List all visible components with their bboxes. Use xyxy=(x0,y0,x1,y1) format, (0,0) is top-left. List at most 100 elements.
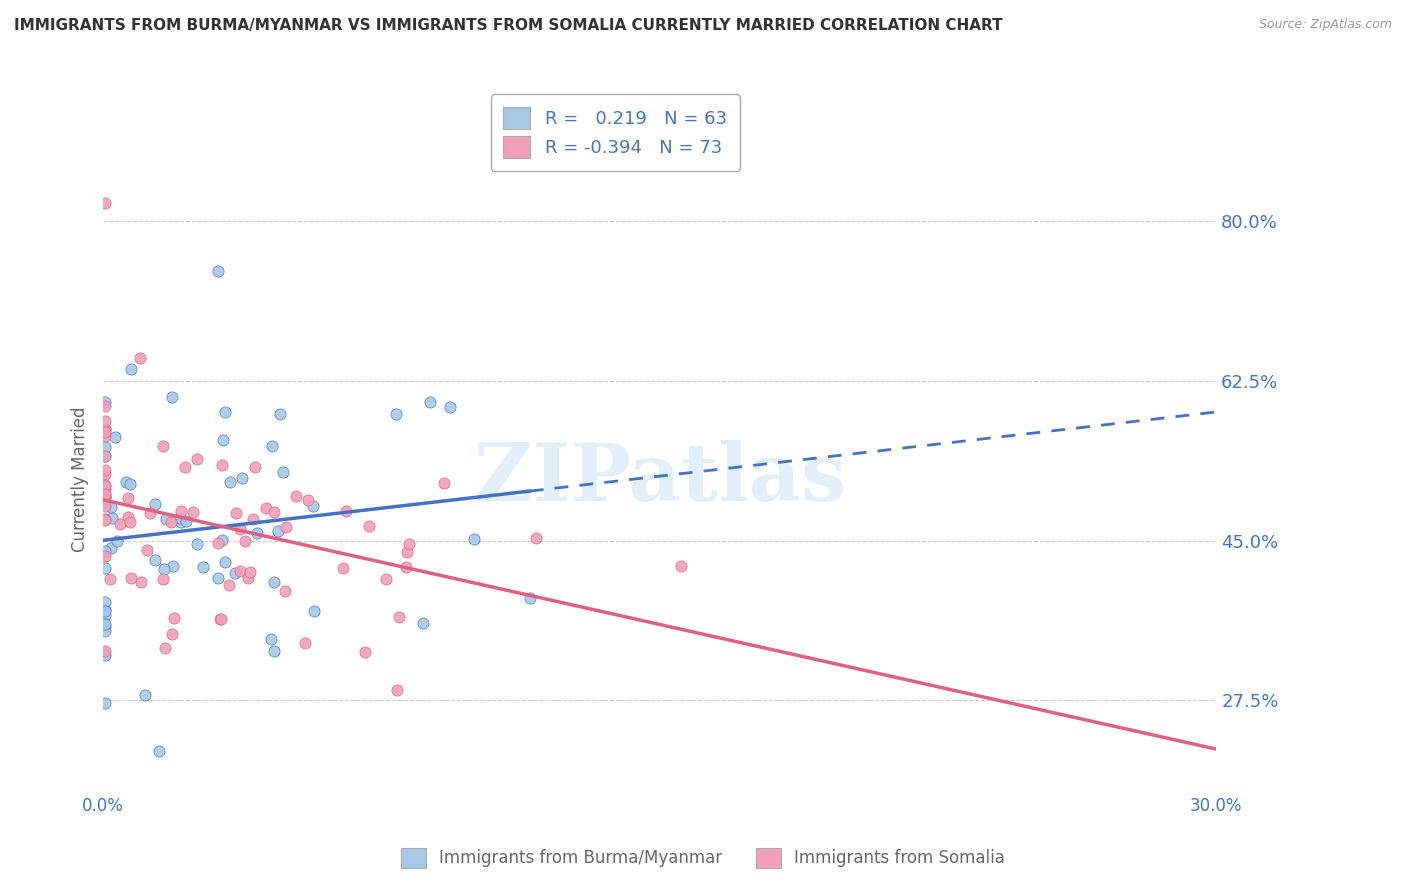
Point xyxy=(354,645,377,659)
Point xyxy=(254,501,277,516)
Point xyxy=(94,449,117,463)
Point xyxy=(524,532,547,546)
Point xyxy=(162,627,184,641)
Point xyxy=(263,574,285,589)
Point xyxy=(267,524,290,539)
Point xyxy=(375,572,398,586)
Point xyxy=(100,500,122,515)
Point xyxy=(207,535,229,549)
Point xyxy=(395,545,418,559)
Point xyxy=(94,425,117,440)
Point xyxy=(263,505,285,519)
Point xyxy=(239,566,262,580)
Point xyxy=(519,591,541,605)
Point xyxy=(160,515,183,529)
Point xyxy=(94,400,117,414)
Point xyxy=(297,493,319,508)
Point xyxy=(94,478,117,492)
Point xyxy=(260,632,283,646)
Point xyxy=(385,682,408,697)
Point xyxy=(186,536,208,550)
Point xyxy=(183,505,205,519)
Point xyxy=(186,451,208,466)
Point xyxy=(94,624,117,638)
Point xyxy=(94,428,117,442)
Y-axis label: Currently Married: Currently Married xyxy=(72,407,89,552)
Point xyxy=(94,644,117,658)
Point xyxy=(120,362,142,376)
Point xyxy=(152,438,174,452)
Point xyxy=(211,458,233,472)
Point xyxy=(134,688,156,702)
Text: Source: ZipAtlas.com: Source: ZipAtlas.com xyxy=(1258,18,1392,31)
Point xyxy=(94,603,117,617)
Point xyxy=(155,511,177,525)
Point xyxy=(143,497,166,511)
Point xyxy=(294,636,316,650)
Point xyxy=(94,490,117,504)
Point xyxy=(231,470,253,484)
Point xyxy=(302,604,325,618)
Point xyxy=(191,560,214,574)
Point xyxy=(170,515,193,529)
Point xyxy=(263,644,285,658)
Point xyxy=(94,608,117,623)
Point xyxy=(101,510,124,524)
Point xyxy=(285,489,308,503)
Point xyxy=(439,400,461,414)
Point xyxy=(207,264,229,278)
Text: IMMIGRANTS FROM BURMA/MYANMAR VS IMMIGRANTS FROM SOMALIA CURRENTLY MARRIED CORRE: IMMIGRANTS FROM BURMA/MYANMAR VS IMMIGRA… xyxy=(14,18,1002,33)
Point xyxy=(94,414,117,428)
Point xyxy=(269,407,291,421)
Point xyxy=(129,351,152,366)
Point xyxy=(273,583,295,598)
Point xyxy=(94,492,117,507)
Point xyxy=(262,439,284,453)
Point xyxy=(94,449,117,463)
Point xyxy=(135,543,157,558)
Point xyxy=(94,486,117,500)
Point xyxy=(276,520,298,534)
Point xyxy=(163,611,186,625)
Point xyxy=(94,482,117,496)
Point xyxy=(245,459,267,474)
Point xyxy=(211,433,233,447)
Point xyxy=(229,522,252,536)
Point xyxy=(94,479,117,493)
Point xyxy=(131,575,153,590)
Point xyxy=(170,504,193,518)
Point xyxy=(273,465,295,479)
Point xyxy=(207,571,229,585)
Point xyxy=(120,516,142,530)
Point xyxy=(117,491,139,505)
Point xyxy=(94,617,117,632)
Point xyxy=(117,510,139,524)
Point xyxy=(224,566,246,580)
Point xyxy=(94,560,117,574)
Point xyxy=(115,475,138,489)
Point xyxy=(225,506,247,520)
Point xyxy=(209,611,232,625)
Point xyxy=(419,395,441,409)
Point xyxy=(169,511,191,525)
Point xyxy=(357,519,380,533)
Point xyxy=(433,475,456,490)
Point xyxy=(235,533,257,548)
Point xyxy=(214,405,236,419)
Point xyxy=(94,513,117,527)
Point xyxy=(143,553,166,567)
Point xyxy=(218,577,240,591)
Point xyxy=(301,499,323,513)
Point xyxy=(176,514,198,528)
Point xyxy=(246,525,269,540)
Point xyxy=(148,744,170,758)
Legend: R =   0.219   N = 63, R = -0.394   N = 73: R = 0.219 N = 63, R = -0.394 N = 73 xyxy=(491,95,740,171)
Point xyxy=(229,564,252,578)
Point xyxy=(332,561,354,575)
Point xyxy=(155,641,177,656)
Point xyxy=(238,572,260,586)
Point xyxy=(94,696,117,710)
Point xyxy=(398,537,420,551)
Point xyxy=(94,595,117,609)
Point xyxy=(174,459,197,474)
